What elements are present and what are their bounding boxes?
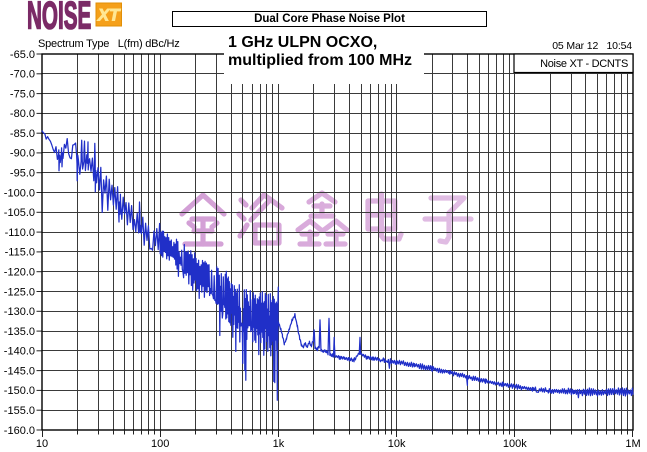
svg-text:10: 10 — [36, 438, 48, 450]
svg-text:-65.0: -65.0 — [10, 49, 35, 61]
svg-text:-85.0: -85.0 — [10, 128, 35, 140]
svg-text:-135.0: -135.0 — [4, 326, 35, 338]
svg-text:100: 100 — [151, 438, 169, 450]
svg-text:XT: XT — [97, 6, 121, 25]
svg-text:Noise XT - DCNTS: Noise XT - DCNTS — [540, 58, 628, 70]
svg-text:NOISE: NOISE — [27, 0, 91, 36]
svg-text:-75.0: -75.0 — [10, 88, 35, 100]
svg-text:-120.0: -120.0 — [4, 267, 35, 279]
svg-text:-110.0: -110.0 — [5, 227, 35, 239]
svg-text:-160.0: -160.0 — [4, 425, 35, 437]
svg-text:-115.0: -115.0 — [5, 247, 35, 259]
svg-text:-90.0: -90.0 — [10, 148, 35, 160]
svg-text:-130.0: -130.0 — [4, 306, 35, 318]
svg-text:1M: 1M — [625, 438, 640, 450]
svg-text:-125.0: -125.0 — [4, 286, 35, 298]
svg-text:1k: 1k — [273, 438, 285, 450]
svg-text:-95.0: -95.0 — [10, 168, 35, 180]
svg-text:-140.0: -140.0 — [4, 346, 35, 358]
svg-text:-105.0: -105.0 — [4, 207, 35, 219]
svg-text:-155.0: -155.0 — [4, 405, 35, 417]
svg-text:-80.0: -80.0 — [10, 108, 35, 120]
svg-text:-100.0: -100.0 — [4, 187, 35, 199]
svg-text:-150.0: -150.0 — [4, 385, 35, 397]
svg-text:100k: 100k — [503, 438, 527, 450]
svg-text:10k: 10k — [388, 438, 406, 450]
svg-text:-70.0: -70.0 — [10, 69, 35, 81]
svg-text:-145.0: -145.0 — [4, 365, 35, 377]
